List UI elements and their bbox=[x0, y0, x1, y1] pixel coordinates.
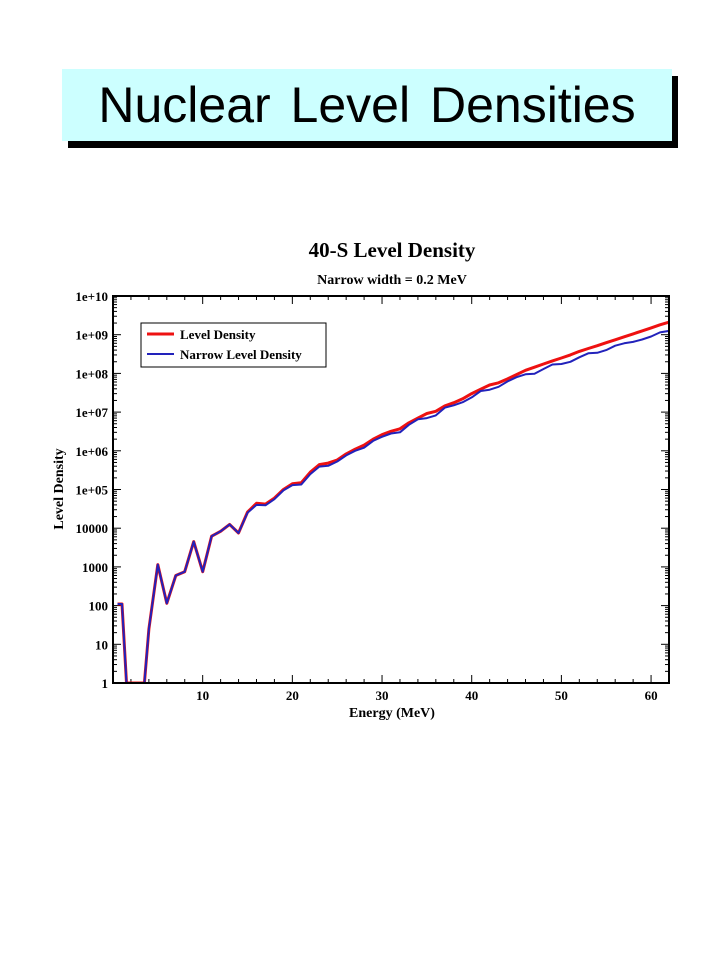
legend-label-level-density: Level Density bbox=[180, 327, 256, 342]
x-axis-label: Energy (MeV) bbox=[349, 706, 435, 721]
x-tick-label: 50 bbox=[555, 688, 568, 703]
y-tick-label: 1e+07 bbox=[75, 405, 108, 420]
x-tick-label: 20 bbox=[286, 688, 299, 703]
legend: Level Density Narrow Level Density bbox=[140, 322, 327, 368]
y-tick-label: 1000 bbox=[82, 560, 108, 575]
x-tick-label: 30 bbox=[376, 688, 389, 703]
series-line-narrow-level-density bbox=[117, 330, 668, 682]
legend-box bbox=[140, 322, 327, 368]
y-tick-label: 1e+10 bbox=[75, 289, 108, 304]
series-line-level-density bbox=[117, 320, 668, 682]
y-tick-label: 1e+06 bbox=[75, 444, 108, 459]
series-lines bbox=[117, 320, 668, 682]
y-tick-label: 10 bbox=[95, 637, 108, 652]
chart-subtitle: Narrow width = 0.2 MeV bbox=[317, 273, 467, 288]
chart-title: 40-S Level Density bbox=[309, 238, 476, 262]
x-tick-label: 40 bbox=[465, 688, 478, 703]
y-tick-label: 1e+05 bbox=[75, 483, 108, 498]
axis-ticks: 10 20 30 40 50 60 1 10 100 1000 10000 1e+05 1e+06 1e+… bbox=[75, 289, 670, 703]
slide-title: Nuclear Level Densities bbox=[98, 77, 636, 133]
y-tick-label: 1 bbox=[102, 676, 109, 691]
y-tick-label: 1e+09 bbox=[75, 328, 108, 343]
title-box: Nuclear Level Densities bbox=[62, 69, 672, 141]
y-axis-label: Level Density bbox=[52, 448, 67, 529]
y-tick-label: 10000 bbox=[76, 521, 109, 536]
y-tick-label: 100 bbox=[89, 599, 109, 614]
x-tick-label: 60 bbox=[645, 688, 658, 703]
legend-label-narrow-level-density: Narrow Level Density bbox=[180, 347, 302, 362]
y-tick-label: 1e+08 bbox=[75, 366, 108, 381]
x-tick-label: 10 bbox=[196, 688, 209, 703]
